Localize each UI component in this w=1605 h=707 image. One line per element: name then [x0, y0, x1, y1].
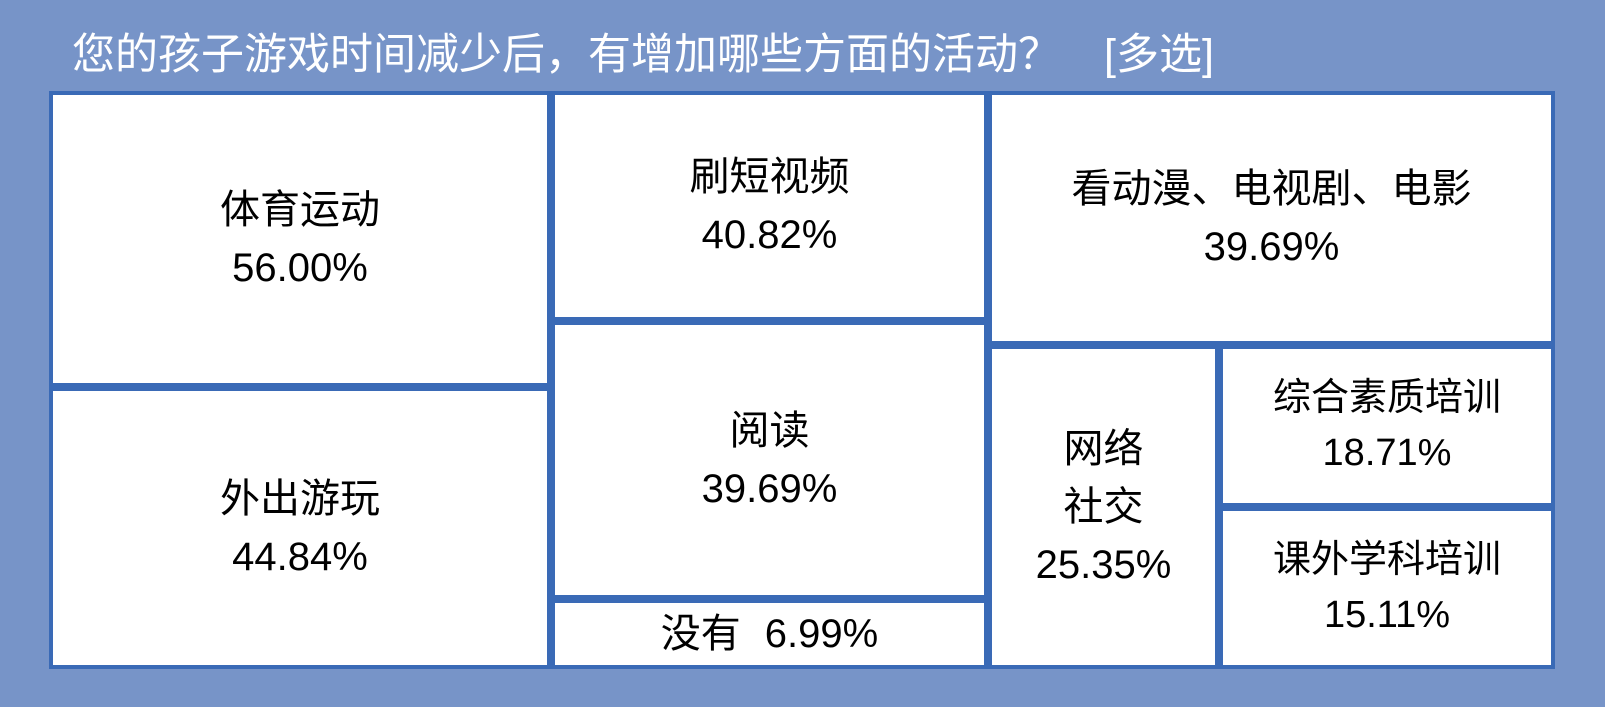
treemap-cell-sports: 体育运动56.00% [49, 91, 551, 387]
cell-label: 刷短视频 [690, 148, 850, 206]
treemap-cell-comprehensive-training: 综合素质培训18.71% [1219, 345, 1555, 507]
cell-label: 看动漫、电视剧、电影 [1072, 160, 1472, 218]
treemap-cell-social-network: 网络 社交25.35% [988, 345, 1219, 669]
treemap-cell-none: 没有 6.99% [551, 599, 988, 669]
cell-value: 25.35% [1036, 536, 1172, 594]
cell-value: 39.69% [702, 460, 838, 518]
treemap-cell-short-video: 刷短视频40.82% [551, 91, 988, 321]
cell-label: 课外学科培训 [1273, 533, 1501, 588]
cell-label: 综合素质培训 [1273, 371, 1501, 426]
cell-value: 6.99% [765, 605, 878, 663]
cell-value: 18.71% [1323, 426, 1452, 481]
cell-value: 39.69% [1204, 218, 1340, 276]
cell-label: 外出游玩 [220, 470, 380, 528]
cell-label: 没有 [661, 605, 741, 663]
treemap-cell-reading: 阅读39.69% [551, 321, 988, 599]
treemap-cell-outing: 外出游玩44.84% [49, 387, 551, 669]
cell-label: 网络 社交 [1064, 420, 1144, 536]
cell-value: 56.00% [232, 239, 368, 297]
treemap-cell-after-school-tutoring: 课外学科培训15.11% [1219, 507, 1555, 669]
cell-value: 40.82% [702, 206, 838, 264]
cell-label: 阅读 [730, 402, 810, 460]
cell-value: 15.11% [1324, 588, 1450, 643]
treemap-chart: 您的孩子游戏时间减少后，有增加哪些方面的活动？ [多选] 体育运动56.00%外… [0, 0, 1605, 707]
treemap-cell-anime-tv-movies: 看动漫、电视剧、电影39.69% [988, 91, 1555, 345]
chart-title: 您的孩子游戏时间减少后，有增加哪些方面的活动？ [多选] [72, 20, 1214, 82]
cell-label: 体育运动 [220, 181, 380, 239]
cell-value: 44.84% [232, 528, 368, 586]
